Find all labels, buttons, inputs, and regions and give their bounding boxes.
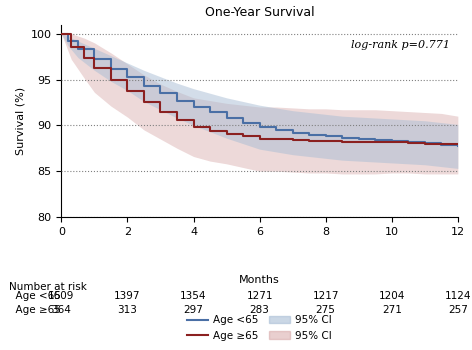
Legend: Age <65, Age ≥65, 95% CI, 95% CI: Age <65, Age ≥65, 95% CI, 95% CI: [183, 311, 336, 345]
Text: 1354: 1354: [180, 291, 207, 301]
Text: 283: 283: [250, 305, 270, 315]
Text: 1397: 1397: [114, 291, 141, 301]
Text: 1217: 1217: [312, 291, 339, 301]
Text: 1124: 1124: [445, 291, 471, 301]
Text: log-rank p=0.771: log-rank p=0.771: [351, 40, 450, 50]
Text: Number at risk: Number at risk: [9, 282, 87, 292]
Text: 364: 364: [51, 305, 71, 315]
Text: 275: 275: [316, 305, 336, 315]
Text: 1204: 1204: [379, 291, 405, 301]
Text: 257: 257: [448, 305, 468, 315]
Y-axis label: Survival (%): Survival (%): [15, 87, 25, 155]
Title: One-Year Survival: One-Year Survival: [205, 6, 314, 19]
Text: 1271: 1271: [246, 291, 273, 301]
Text: 313: 313: [118, 305, 137, 315]
Text: Age <65: Age <65: [9, 291, 61, 301]
Text: 271: 271: [382, 305, 402, 315]
Text: 1609: 1609: [48, 291, 75, 301]
Text: 297: 297: [184, 305, 203, 315]
Text: Age ≥65: Age ≥65: [9, 305, 61, 315]
Text: Months: Months: [239, 275, 280, 285]
